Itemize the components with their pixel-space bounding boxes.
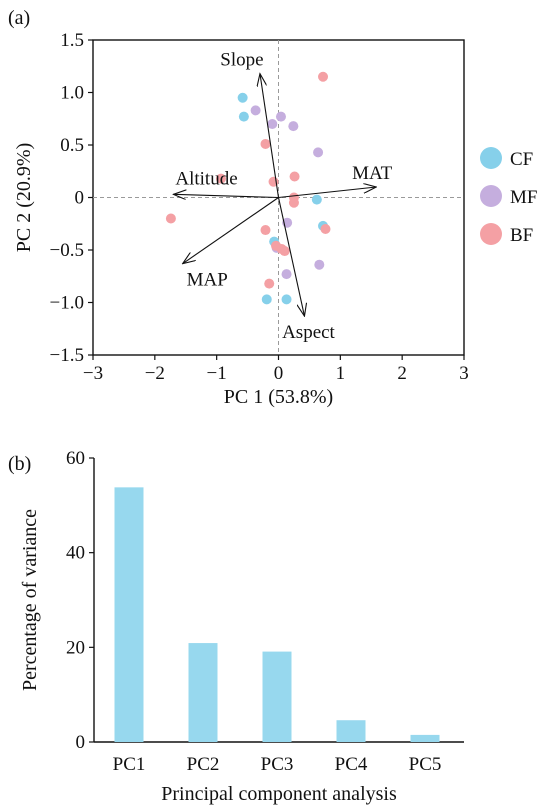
- bar-x-tick-label: PC4: [335, 754, 368, 775]
- pca-x-tick-label: −2: [145, 363, 165, 384]
- loading-label-mat: MAT: [352, 163, 393, 184]
- pca-x-axis-label: PC 1 (53.8%): [224, 386, 333, 408]
- loading-label-slope: Slope: [220, 50, 263, 71]
- point-mf: [281, 269, 292, 280]
- point-bf: [264, 278, 275, 289]
- bars: [114, 487, 440, 742]
- point-bf: [215, 173, 226, 184]
- point-cf: [238, 111, 249, 122]
- bar-pc5: [410, 734, 440, 742]
- point-bf: [260, 138, 271, 149]
- point-bf: [289, 171, 300, 182]
- pca-y-tick-label: 1.0: [60, 83, 84, 104]
- point-mf: [314, 259, 325, 270]
- pca-x-tick-label: 0: [274, 363, 284, 384]
- point-bf: [288, 197, 299, 208]
- point-mf: [267, 119, 278, 129]
- point-cf: [281, 294, 292, 305]
- legend: CF MF BF: [480, 147, 537, 246]
- point-cf: [311, 194, 322, 205]
- point-bf: [318, 71, 329, 82]
- bar-pc3: [262, 651, 292, 742]
- panel-label-a: (a): [8, 7, 30, 29]
- bar-pc4: [336, 720, 366, 742]
- point-cf: [261, 294, 272, 305]
- loading-label-aspect: Aspect: [282, 322, 335, 343]
- pca-x-ticks: −3 −2 −1 0 1 2 3: [83, 355, 469, 384]
- pca-x-tick-label: 2: [397, 363, 407, 384]
- pca-y-tick-label: −1.0: [50, 293, 84, 314]
- bar-y-ticks: 0 20 40 60: [66, 448, 94, 753]
- bar-x-ticks: PC1 PC2 PC3 PC4 PC5: [113, 754, 442, 775]
- legend-swatch-cf: [480, 147, 502, 169]
- loading-arrow-map: [183, 197, 279, 264]
- legend-swatch-mf: [480, 185, 502, 207]
- point-bf: [320, 224, 331, 234]
- pca-y-axis-label: PC 2 (20.9%): [13, 143, 35, 252]
- legend-swatch-bf: [480, 223, 502, 245]
- bar-y-tick-label: 0: [76, 732, 86, 753]
- point-mf: [288, 121, 299, 132]
- loading-arrow-mat: [278, 187, 377, 199]
- bar-pc2: [188, 643, 218, 742]
- bar-x-tick-label: PC5: [409, 754, 442, 775]
- pca-loadings: Slope MAT Altitude MAP Aspect: [173, 50, 393, 343]
- point-mf: [275, 111, 286, 122]
- bar-y-tick-label: 60: [66, 448, 85, 469]
- point-bf: [165, 213, 176, 224]
- bar-y-axis-label: Percentage of variance: [19, 509, 41, 691]
- pca-y-tick-label: −1.5: [50, 345, 84, 366]
- loading-arrow-altitude: [173, 194, 279, 197]
- bar-x-tick-label: PC1: [113, 754, 146, 775]
- variance-bar-chart: 0 20 40 60 PC1 PC2 PC3 PC4 PC5 Principal compon…: [19, 448, 464, 805]
- point-mf: [250, 105, 261, 116]
- loading-arrow-aspect: [277, 197, 305, 317]
- bar-y-tick-label: 40: [66, 543, 85, 564]
- point-bf: [260, 225, 271, 236]
- pca-x-tick-label: −3: [83, 363, 103, 384]
- bar-x-axis-label: Principal component analysis: [161, 783, 397, 805]
- pca-biplot: −3 −2 −1 0 1 2 3 −1.5 −1.0 −0.5 0 0.5 1.0 1.5 Slope M…: [13, 30, 469, 408]
- legend-label-mf: MF: [510, 187, 537, 208]
- legend-label-bf: BF: [510, 225, 533, 246]
- pca-y-tick-label: 0: [75, 188, 85, 209]
- pca-y-ticks: −1.5 −1.0 −0.5 0 0.5 1.0 1.5: [50, 30, 93, 366]
- pca-x-tick-label: −1: [207, 363, 227, 384]
- pca-points: [165, 71, 331, 305]
- pca-y-tick-label: 0.5: [60, 135, 84, 156]
- pca-x-tick-label: 3: [459, 363, 469, 384]
- point-mf: [313, 147, 324, 158]
- bar-pc1: [114, 487, 144, 742]
- bar-y-tick-label: 20: [66, 637, 85, 658]
- panel-label-b: (b): [8, 453, 31, 475]
- loading-label-map: MAP: [187, 270, 228, 291]
- pca-y-tick-label: −0.5: [50, 240, 84, 261]
- point-cf: [237, 92, 248, 103]
- legend-label-cf: CF: [510, 149, 533, 170]
- bar-x-tick-label: PC3: [261, 754, 294, 775]
- bar-x-tick-label: PC2: [187, 754, 220, 775]
- pca-x-tick-label: 1: [336, 363, 346, 384]
- pca-y-tick-label: 1.5: [60, 30, 84, 51]
- point-bf: [279, 246, 290, 257]
- loading-arrow-slope: [260, 74, 280, 198]
- loading-label-altitude: Altitude: [175, 168, 237, 189]
